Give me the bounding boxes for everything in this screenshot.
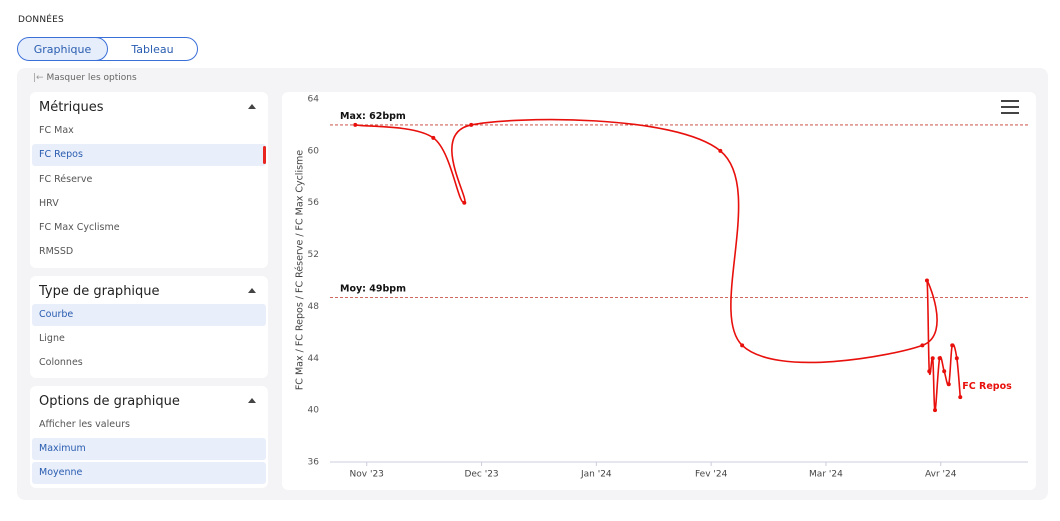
collapse-icon[interactable] bbox=[248, 104, 256, 109]
data-point bbox=[924, 278, 929, 283]
metric-item[interactable]: FC Max bbox=[39, 125, 74, 136]
type-item[interactable]: Ligne bbox=[39, 333, 65, 344]
toggle-icon: |← bbox=[33, 73, 47, 83]
y-tick-label: 40 bbox=[308, 406, 320, 416]
chart: FC Max / FC Repos / FC Réserve / FC Max … bbox=[295, 95, 1028, 480]
metrics-card: Métriques FC Max FC Repos FC Réserve HRV… bbox=[30, 92, 268, 268]
x-tick-label: Mar '24 bbox=[809, 470, 843, 480]
chart-card: FC Max / FC Repos / FC Réserve / FC Max … bbox=[282, 92, 1036, 490]
data-point bbox=[718, 148, 723, 153]
x-tick-label: Jan '24 bbox=[580, 470, 612, 480]
metric-item[interactable]: RMSSD bbox=[39, 246, 74, 257]
y-axis-title: FC Max / FC Repos / FC Réserve / FC Max … bbox=[295, 150, 306, 390]
plot: FC Max / FC Repos / FC Réserve / FC Max … bbox=[295, 95, 1028, 480]
series-flag bbox=[263, 146, 266, 164]
x-tick-label: Avr '24 bbox=[925, 470, 957, 480]
data-point bbox=[469, 122, 474, 127]
data-point bbox=[933, 408, 938, 413]
data-point bbox=[950, 343, 955, 348]
collapse-icon[interactable] bbox=[248, 398, 256, 403]
y-tick-label: 36 bbox=[308, 458, 320, 468]
data-point bbox=[958, 395, 963, 400]
y-tick-label: 48 bbox=[308, 302, 320, 312]
y-tick-label: 44 bbox=[308, 354, 320, 364]
option-item[interactable]: Afficher les valeurs bbox=[39, 419, 130, 430]
section-title[interactable]: Métriques bbox=[39, 100, 104, 115]
y-tick-label: 52 bbox=[308, 250, 319, 260]
metric-item[interactable]: HRV bbox=[39, 198, 59, 209]
metric-item[interactable]: FC Max Cyclisme bbox=[39, 222, 120, 233]
type-item[interactable]: Courbe bbox=[32, 304, 266, 326]
data-point bbox=[740, 343, 745, 348]
x-tick-label: Dec '23 bbox=[464, 470, 498, 480]
section-title[interactable]: Options de graphique bbox=[39, 394, 180, 409]
data-point bbox=[930, 356, 935, 361]
metric-item[interactable]: FC Repos bbox=[32, 144, 266, 166]
y-tick-label: 64 bbox=[308, 95, 320, 105]
y-tick-label: 56 bbox=[308, 198, 320, 208]
reference-label: Max: 62bpm bbox=[340, 111, 406, 122]
metric-item[interactable]: FC Réserve bbox=[39, 174, 93, 185]
data-point bbox=[353, 122, 358, 127]
y-tick-label: 60 bbox=[308, 146, 320, 156]
tab[interactable]: Graphique bbox=[18, 38, 108, 60]
data-point bbox=[954, 356, 959, 361]
toggle-options[interactable]: |← Masquer les options bbox=[33, 73, 137, 83]
collapse-icon[interactable] bbox=[248, 288, 256, 293]
option-item[interactable]: Maximum bbox=[32, 438, 266, 460]
data-point bbox=[946, 382, 951, 387]
chart-options-card: Options de graphique Afficher les valeur… bbox=[30, 386, 268, 488]
section-header: DONNÉES bbox=[18, 15, 64, 25]
series-line bbox=[355, 118, 962, 411]
data-point bbox=[942, 369, 947, 374]
data-point bbox=[937, 356, 942, 361]
item-label: FC Repos bbox=[39, 149, 83, 160]
menu-icon[interactable] bbox=[1001, 100, 1019, 114]
x-tick-label: Fev '24 bbox=[695, 470, 728, 480]
chart-type-card: Type de graphique Courbe Ligne Colonnes bbox=[30, 276, 268, 378]
reference-label: Moy: 49bpm bbox=[340, 283, 406, 294]
type-item[interactable]: Colonnes bbox=[39, 357, 83, 368]
series-label: FC Repos bbox=[962, 381, 1012, 392]
view-tabs: Graphique Tableau bbox=[17, 37, 198, 61]
toggle-label: Masquer les options bbox=[46, 73, 137, 83]
data-point bbox=[431, 135, 436, 140]
section-title[interactable]: Type de graphique bbox=[39, 284, 160, 299]
x-tick-label: Nov '23 bbox=[350, 470, 384, 480]
data-point bbox=[462, 200, 467, 205]
data-point bbox=[927, 369, 932, 374]
data-point bbox=[920, 343, 925, 348]
option-item[interactable]: Moyenne bbox=[32, 462, 266, 484]
tab[interactable]: Tableau bbox=[131, 42, 174, 56]
